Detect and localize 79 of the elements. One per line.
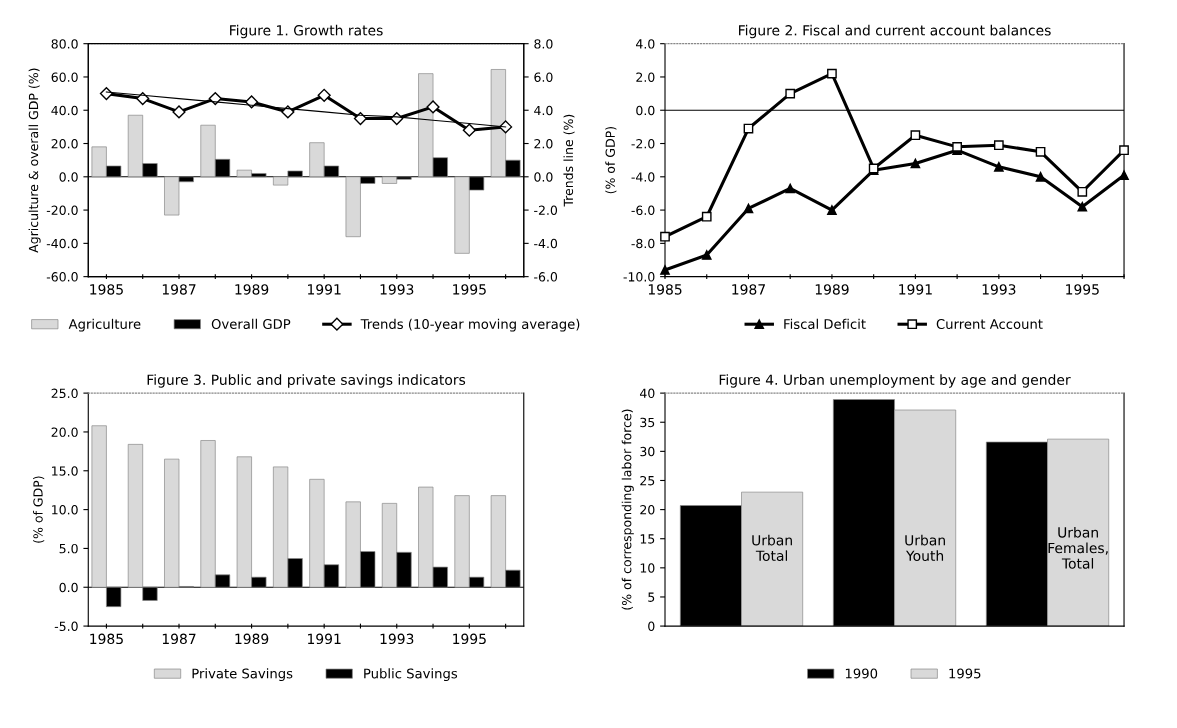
x-tick-label: 1985 <box>90 633 123 645</box>
y-tick-label: 5 <box>648 592 655 602</box>
x-tick-label: 1987 <box>162 633 196 645</box>
y-tick-label: -10.0 <box>623 272 655 282</box>
legend-label: Current Account <box>936 319 1043 330</box>
y-tick-label: 40 <box>639 388 655 399</box>
x-tick-label: 1991 <box>899 284 932 295</box>
y-tick-label: 5.0 <box>59 543 78 554</box>
y-tick-label: 15.0 <box>52 466 78 476</box>
category-label: Urban Females, Total <box>1048 526 1108 569</box>
y-tick-label: 20.0 <box>51 138 78 149</box>
category-label: Urban Youth <box>905 534 945 562</box>
x-tick-label: 1989 <box>235 284 269 295</box>
chart-title: Figure 3. Public and private savings indicators <box>147 374 466 388</box>
y-tick-label: 35 <box>640 417 655 428</box>
x-tick-label: 1993 <box>380 633 414 645</box>
y2-tick-label: 6.0 <box>534 72 553 82</box>
y2-tick-label: 8.0 <box>534 39 553 49</box>
y-tick-label: -6.0 <box>631 205 655 216</box>
legend-label: 1990 <box>845 668 878 679</box>
y-tick-label: 25 <box>640 475 655 486</box>
legend-label: Private Savings <box>192 668 293 682</box>
y-tick-label: 4.0 <box>636 39 655 49</box>
category-label: Urban Total <box>752 534 792 562</box>
y-axis-title: (% of corresponding labor force) <box>621 409 634 610</box>
x-tick-label: 1995 <box>453 633 486 645</box>
y-tick-label: 60.0 <box>51 72 78 82</box>
x-tick-label: 1993 <box>380 284 414 295</box>
chart-title: Figure 2. Fiscal and current account balances <box>739 24 1051 39</box>
legend-label: Public Savings <box>364 668 458 682</box>
legend-label: Fiscal Deficit <box>784 318 866 330</box>
y-axis-title: Agriculture & overall GDP (%) <box>28 68 41 253</box>
y-tick-label: 2.0 <box>636 72 655 82</box>
y-tick-label: 15 <box>640 534 655 544</box>
y-tick-label: 0.0 <box>59 582 78 593</box>
chart-title: Figure 1. Growth rates <box>230 24 383 39</box>
y2-tick-label: -6.0 <box>534 272 558 282</box>
x-tick-label: 1995 <box>1066 284 1099 295</box>
y-tick-label: 20 <box>640 505 655 515</box>
x-tick-label: 1989 <box>815 284 849 295</box>
x-tick-label: 1985 <box>648 284 682 295</box>
x-tick-label: 1991 <box>308 284 341 295</box>
legend-label: Trends (10-year moving average) <box>360 318 580 332</box>
y-tick-label: 0.0 <box>59 172 78 182</box>
y-tick-label: -20.0 <box>46 205 78 216</box>
y-tick-label: 0.0 <box>636 105 655 116</box>
y-tick-label: -4.0 <box>631 172 655 182</box>
y-tick-label: -40.0 <box>46 238 78 249</box>
chart-title: Figure 4. Urban unemployment by age and gender <box>719 374 1071 388</box>
y-tick-label: 20.0 <box>51 427 78 437</box>
y2-tick-label: -4.0 <box>534 238 558 249</box>
y-tick-label: -2.0 <box>631 138 655 149</box>
y-tick-label: -8.0 <box>631 238 655 249</box>
legend-label: Agriculture <box>68 318 141 332</box>
legend-label: Overall GDP <box>211 318 291 330</box>
x-tick-label: 1995 <box>453 284 486 295</box>
y-tick-label: 30 <box>640 446 655 457</box>
y-axis-title: (% of GDP) <box>605 126 617 194</box>
x-tick-label: 1987 <box>732 284 765 295</box>
legend-label: 1995 <box>949 668 981 679</box>
x-tick-label: 1985 <box>90 284 123 295</box>
y-tick-label: 10 <box>640 563 655 573</box>
y-tick-label: 40.0 <box>51 105 78 116</box>
y2-axis-title: Trends line (%) <box>563 114 575 207</box>
x-tick-label: 1991 <box>308 633 341 645</box>
y-tick-label: -5.0 <box>54 621 78 632</box>
y-tick-label: -60.0 <box>46 272 78 282</box>
y-tick-label: 25.0 <box>51 388 78 399</box>
y-axis-title: (% of GDP) <box>33 476 45 543</box>
y2-tick-label: -2.0 <box>534 205 558 216</box>
y2-tick-label: 4.0 <box>534 105 553 116</box>
y-tick-label: 0 <box>648 621 655 632</box>
x-tick-label: 1987 <box>162 284 196 295</box>
y-tick-label: 10.0 <box>52 505 78 515</box>
y-tick-label: 80.0 <box>51 39 78 49</box>
x-tick-label: 1989 <box>235 633 269 645</box>
y2-tick-label: 2.0 <box>534 138 553 149</box>
y2-tick-label: 0.0 <box>534 172 553 182</box>
x-tick-label: 1993 <box>982 284 1016 295</box>
